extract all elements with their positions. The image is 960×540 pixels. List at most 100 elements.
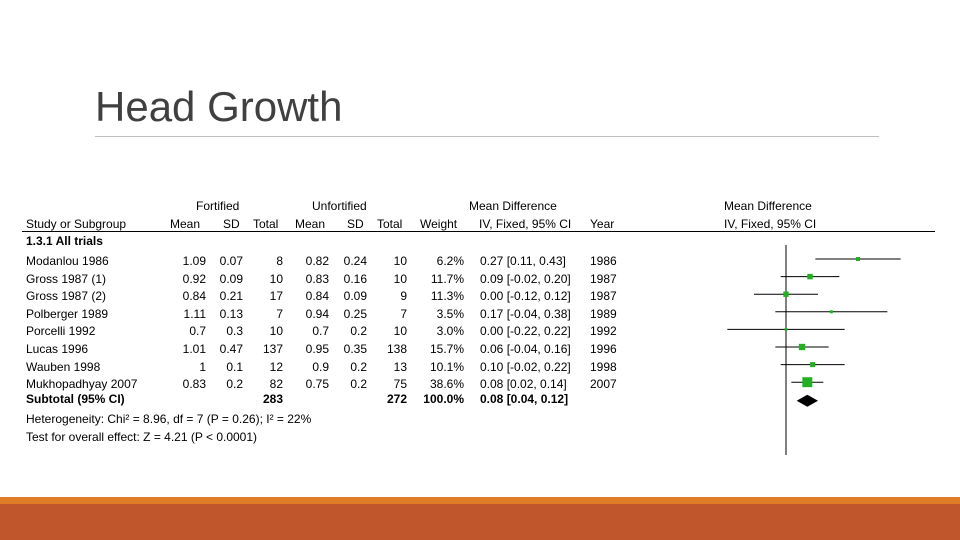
row-u-sd: 0.2 (350, 359, 367, 374)
row-u-total: 13 (393, 359, 407, 374)
slide-title: Head Growth (95, 83, 343, 130)
row-ci: 0.27 [0.11, 0.43] (480, 254, 566, 268)
row-weight: 10.1% (429, 359, 464, 374)
header-u-mean: Mean (295, 217, 326, 231)
effect-marker (802, 377, 813, 388)
row-ci: 0.06 [-0.04, 0.16] (480, 342, 571, 356)
heterogeneity-text: Heterogeneity: Chi² = 8.96, df = 7 (P = … (26, 412, 312, 426)
row-u-mean: 0.83 (305, 271, 329, 286)
effect-marker (783, 291, 789, 297)
row-u-sd: 0.16 (343, 271, 367, 286)
overall-effect-text: Test for overall effect: Z = 4.21 (P < 0… (26, 430, 258, 444)
header-f-mean: Mean (170, 217, 201, 231)
row-u-mean: 0.82 (305, 254, 329, 268)
row-u-mean: 0.94 (305, 306, 329, 321)
row-u-total: 138 (386, 342, 407, 356)
row-u-sd: 0.2 (350, 324, 367, 339)
effect-marker (829, 310, 833, 314)
header-mean-difference: Mean Difference (469, 199, 557, 213)
row-f-mean: 1.01 (182, 342, 206, 356)
row-year: 1987 (590, 271, 617, 286)
row-study-name: Lucas 1996 (26, 342, 89, 356)
row-study-name: Gross 1987 (1) (26, 271, 107, 286)
row-study-name: Porcelli 1992 (26, 324, 96, 339)
row-f-total: 137 (262, 342, 283, 356)
row-u-mean: 0.95 (305, 342, 329, 356)
row-f-total: 7 (276, 306, 283, 321)
header-f-sd: SD (223, 217, 240, 231)
row-year: 1987 (590, 289, 617, 304)
header-rule (22, 231, 935, 232)
row-u-total: 10 (393, 271, 407, 286)
row-f-mean: 0.83 (182, 377, 206, 392)
row-ci: 0.10 [-0.02, 0.22] (480, 359, 571, 374)
row-f-sd: 0.13 (219, 306, 243, 321)
row-f-mean: 1 (199, 359, 206, 374)
row-f-total: 82 (269, 377, 283, 392)
row-f-sd: 0.2 (226, 377, 243, 392)
subtotal-f-total: 283 (262, 392, 283, 406)
row-weight: 3.0% (436, 324, 464, 339)
row-f-mean: 1.09 (182, 254, 206, 268)
row-year: 1996 (590, 342, 617, 356)
row-weight: 11.7% (430, 271, 464, 286)
row-ci: 0.00 [-0.22, 0.22] (480, 324, 571, 339)
row-u-total: 9 (400, 289, 407, 304)
row-weight: 11.3% (430, 289, 464, 304)
row-u-sd: 0.2 (350, 377, 367, 392)
row-f-total: 8 (276, 254, 283, 268)
subtotal-u-total: 272 (386, 392, 407, 406)
row-u-sd: 0.24 (343, 254, 367, 268)
row-f-sd: 0.1 (226, 359, 243, 374)
row-weight: 15.7% (429, 342, 464, 356)
subgroup-label: 1.3.1 All trials (26, 234, 103, 248)
row-year: 1989 (590, 306, 617, 321)
effect-marker (807, 273, 813, 280)
row-f-total: 10 (269, 271, 283, 286)
row-u-total: 75 (393, 377, 407, 392)
row-f-sd: 0.47 (219, 342, 243, 356)
row-u-total: 10 (393, 324, 407, 339)
row-f-total: 12 (269, 359, 283, 374)
row-f-sd: 0.3 (226, 324, 243, 339)
row-f-sd: 0.21 (219, 289, 243, 304)
row-ci: 0.00 [-0.12, 0.12] (480, 289, 571, 304)
row-study-name: Modanlou 1986 (26, 254, 109, 268)
subtotal-diamond (796, 394, 818, 407)
row-u-sd: 0.09 (343, 289, 367, 304)
row-u-sd: 0.35 (343, 342, 367, 356)
row-f-mean: 0.7 (189, 324, 206, 339)
header-md-plot-method: IV, Fixed, 95% CI (724, 217, 817, 231)
subtotal-weight: 100.0% (423, 392, 464, 406)
row-f-sd: 0.07 (219, 254, 243, 268)
row-ci: 0.08 [0.02, 0.14] (480, 377, 567, 392)
header-study: Study or Subgroup (26, 217, 127, 231)
header-f-total: Total (253, 217, 279, 231)
row-study-name: Gross 1987 (2) (26, 289, 107, 304)
effect-marker (810, 362, 816, 368)
header-u-sd: SD (347, 217, 364, 231)
row-f-mean: 1.11 (183, 306, 206, 321)
header-unfortified: Unfortified (312, 199, 367, 213)
row-ci: 0.09 [-0.02, 0.20] (480, 271, 571, 286)
header-mean-difference-plot: Mean Difference (724, 199, 812, 213)
row-u-mean: 0.84 (305, 289, 329, 304)
header-weight: Weight (420, 217, 458, 231)
row-study-name: Wauben 1998 (26, 359, 101, 374)
row-u-mean: 0.9 (312, 359, 329, 374)
header-fortified: Fortified (196, 199, 240, 213)
row-year: 1992 (590, 324, 617, 339)
row-f-mean: 0.92 (182, 271, 206, 286)
row-f-total: 10 (269, 324, 283, 339)
row-u-total: 10 (393, 254, 407, 268)
effect-marker (856, 257, 860, 261)
row-study-name: Polberger 1989 (26, 306, 109, 321)
row-f-sd: 0.09 (219, 271, 243, 286)
effect-marker (798, 343, 806, 351)
row-year: 1986 (590, 254, 617, 268)
row-year: 2007 (590, 377, 617, 392)
footer-bar (0, 504, 960, 540)
row-u-total: 7 (400, 306, 407, 321)
header-u-total: Total (377, 217, 403, 231)
subtotal-label: Subtotal (95% CI) (26, 392, 125, 406)
